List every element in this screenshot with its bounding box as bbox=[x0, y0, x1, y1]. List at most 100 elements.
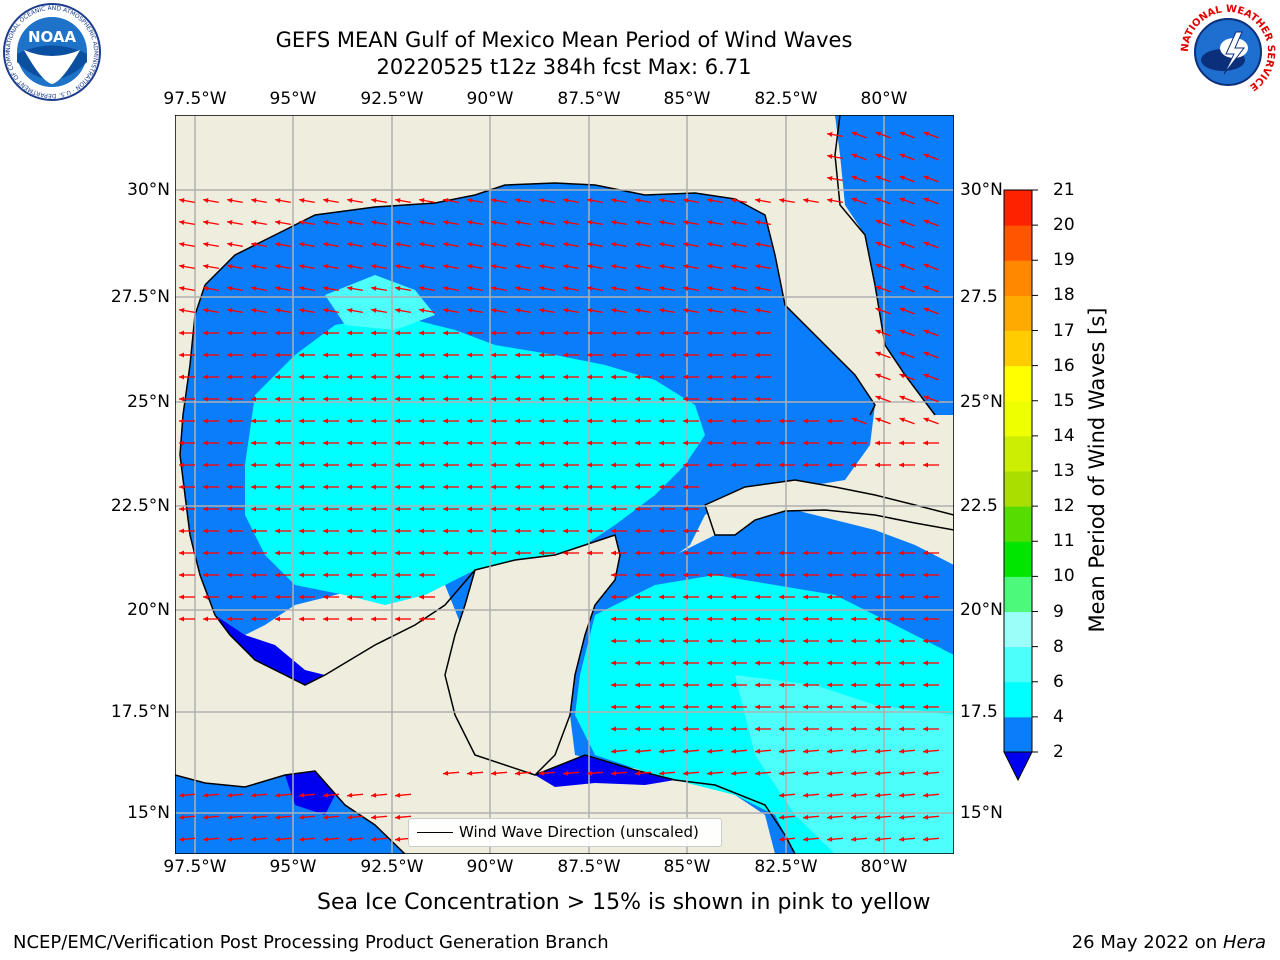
lon-tick-label: 97.5°W bbox=[163, 89, 227, 109]
lat-tick-label: 22.5°N bbox=[110, 496, 170, 516]
direction-arrow bbox=[251, 550, 267, 556]
direction-arrow bbox=[467, 264, 483, 270]
direction-arrow bbox=[467, 242, 483, 248]
direction-arrow bbox=[731, 352, 747, 358]
direction-arrow bbox=[227, 462, 243, 468]
direction-arrow bbox=[539, 374, 555, 380]
direction-arrow bbox=[323, 396, 339, 402]
direction-arrow bbox=[443, 528, 459, 534]
direction-arrow bbox=[682, 748, 700, 754]
direction-arrow bbox=[323, 506, 339, 512]
direction-arrow bbox=[539, 506, 555, 512]
direction-arrow bbox=[635, 440, 651, 446]
direction-arrow bbox=[899, 307, 915, 315]
direction-arrow bbox=[803, 550, 819, 556]
direction-arrow bbox=[635, 264, 651, 270]
direction-arrow bbox=[371, 286, 387, 292]
colorbar-bin bbox=[1004, 716, 1032, 753]
direction-arrow bbox=[251, 308, 267, 314]
direction-arrow bbox=[923, 241, 939, 249]
direction-arrow bbox=[923, 329, 939, 337]
direction-arrow bbox=[395, 374, 411, 380]
direction-arrow bbox=[635, 220, 651, 226]
direction-arrow bbox=[827, 176, 843, 182]
direction-arrow bbox=[682, 770, 700, 776]
lat-tick-label: 15°N bbox=[127, 803, 170, 823]
direction-arrow bbox=[875, 572, 891, 578]
direction-arrow bbox=[634, 748, 652, 754]
direction-arrow bbox=[371, 550, 387, 556]
direction-arrow bbox=[731, 220, 747, 226]
direction-arrow bbox=[731, 726, 747, 732]
noaa-logo: NOAA NATIONAL OCEANIC AND ATMOSPHERIC AD… bbox=[2, 2, 101, 101]
direction-arrow bbox=[371, 352, 387, 358]
direction-arrow bbox=[707, 616, 723, 622]
direction-arrow bbox=[299, 286, 315, 292]
colorbar-bin bbox=[1004, 576, 1032, 612]
direction-arrow bbox=[323, 242, 339, 248]
direction-arrow bbox=[563, 242, 579, 248]
direction-arrow bbox=[491, 550, 507, 556]
direction-arrow bbox=[419, 418, 435, 424]
direction-arrow bbox=[419, 572, 435, 578]
direction-arrow bbox=[347, 286, 363, 292]
direction-arrow bbox=[851, 131, 867, 139]
direction-arrow bbox=[707, 286, 723, 292]
direction-arrow bbox=[298, 792, 316, 798]
lon-tick-label: 90°W bbox=[466, 89, 514, 109]
direction-arrow bbox=[731, 374, 747, 380]
direction-arrow bbox=[371, 484, 387, 490]
direction-arrow bbox=[707, 550, 723, 556]
direction-arrow bbox=[467, 440, 483, 446]
direction-arrow bbox=[755, 330, 771, 336]
colorbar-bin bbox=[1004, 681, 1032, 718]
direction-arrow bbox=[898, 748, 916, 754]
direction-arrow bbox=[899, 550, 915, 556]
direction-arrow bbox=[227, 264, 243, 270]
direction-arrow bbox=[683, 682, 699, 688]
footer-date: 26 May 2022 on bbox=[1071, 932, 1223, 953]
direction-arrow bbox=[923, 197, 939, 205]
direction-arrow bbox=[395, 528, 411, 534]
direction-arrow bbox=[802, 792, 820, 798]
direction-arrow bbox=[275, 308, 291, 314]
direction-arrow bbox=[659, 682, 675, 688]
direction-arrow bbox=[707, 352, 723, 358]
direction-arrow bbox=[371, 528, 387, 534]
direction-arrow bbox=[203, 286, 219, 292]
direction-arrow bbox=[875, 660, 891, 666]
direction-arrow bbox=[899, 572, 915, 578]
direction-arrow bbox=[610, 770, 628, 776]
direction-arrow bbox=[731, 396, 747, 402]
direction-arrow bbox=[851, 417, 867, 425]
direction-arrow bbox=[875, 594, 891, 600]
direction-arrow bbox=[419, 396, 435, 402]
direction-arrow bbox=[899, 462, 915, 468]
direction-arrow bbox=[898, 814, 916, 820]
direction-arrow bbox=[611, 484, 627, 490]
direction-arrow bbox=[635, 550, 651, 556]
direction-arrow bbox=[802, 814, 820, 820]
direction-arrow bbox=[851, 660, 867, 666]
gulf-map bbox=[175, 115, 954, 854]
direction-arrow bbox=[635, 682, 651, 688]
direction-arrow bbox=[850, 748, 868, 754]
direction-arrow bbox=[875, 395, 891, 403]
direction-arrow bbox=[635, 462, 651, 468]
direction-arrow bbox=[899, 726, 915, 732]
lat-tick-label: 30°N bbox=[127, 180, 170, 200]
direction-arrow bbox=[875, 285, 891, 293]
direction-arrow bbox=[779, 594, 795, 600]
direction-arrow bbox=[347, 484, 363, 490]
direction-arrow bbox=[899, 704, 915, 710]
direction-arrow bbox=[587, 352, 603, 358]
direction-arrow bbox=[395, 198, 411, 204]
direction-arrow bbox=[635, 418, 651, 424]
direction-arrow bbox=[611, 550, 627, 556]
direction-arrow bbox=[635, 198, 651, 204]
sea-ice-note: Sea Ice Concentration > 15% is shown in … bbox=[317, 890, 931, 915]
direction-arrow bbox=[611, 704, 627, 710]
direction-arrow bbox=[611, 462, 627, 468]
direction-arrow bbox=[515, 374, 531, 380]
direction-arrow bbox=[395, 484, 411, 490]
